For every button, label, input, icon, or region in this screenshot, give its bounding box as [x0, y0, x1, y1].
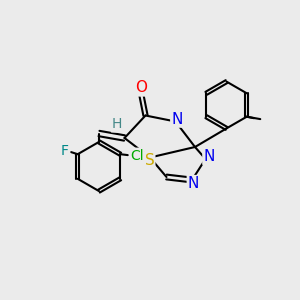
Text: S: S — [145, 153, 154, 168]
Text: O: O — [135, 80, 147, 95]
Text: N: N — [171, 112, 183, 127]
Text: H: H — [112, 118, 122, 131]
Text: N: N — [188, 176, 199, 191]
Text: Cl: Cl — [130, 149, 144, 163]
Text: F: F — [61, 144, 69, 158]
Text: N: N — [203, 149, 215, 164]
